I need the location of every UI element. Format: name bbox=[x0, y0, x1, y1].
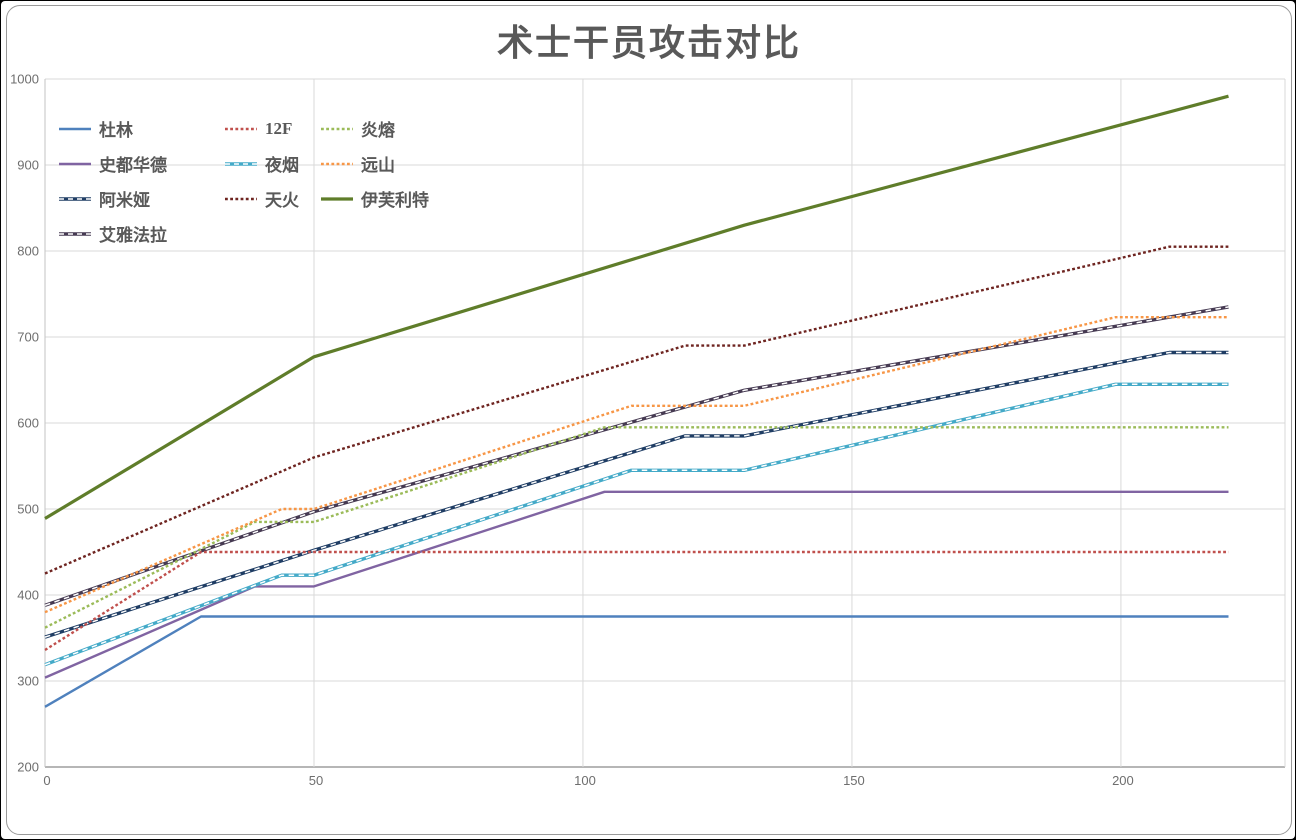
legend-line-sample-史都华德 bbox=[59, 162, 91, 165]
x-tick-label-100: 100 bbox=[574, 773, 596, 788]
legend-line-sample-天火 bbox=[225, 197, 257, 200]
legend-item-史都华德[interactable]: 史都华德 bbox=[58, 146, 167, 181]
legend-column-1: 杜林史都华德阿米娅艾雅法拉 bbox=[58, 111, 167, 251]
legend-item-杜林[interactable]: 杜林 bbox=[58, 111, 167, 146]
legend-item-12F[interactable]: 12F bbox=[224, 111, 299, 146]
legend-item-炎熔[interactable]: 炎熔 bbox=[320, 111, 429, 146]
legend-column-2: 12F 夜烟天火 bbox=[224, 111, 299, 216]
x-tick-label-150: 150 bbox=[843, 773, 865, 788]
legend-label: 伊芙利特 bbox=[361, 191, 429, 210]
series-line-overlay-艾雅法拉 bbox=[44, 306, 1229, 607]
legend-line-sample-艾雅法拉 bbox=[59, 231, 91, 236]
legend-item-夜烟[interactable]: 夜烟 bbox=[224, 146, 299, 181]
series-line-12F bbox=[44, 550, 1229, 652]
series-line-炎熔 bbox=[44, 426, 1229, 629]
legend-line-sample-阿米娅 bbox=[59, 196, 91, 201]
legend-line-sample-炎熔 bbox=[321, 127, 353, 130]
legend-label: 炎熔 bbox=[361, 121, 395, 140]
legend-label: 阿米娅 bbox=[99, 191, 150, 210]
y-tick-label-800: 800 bbox=[17, 244, 39, 259]
legend-line-sample-夜烟 bbox=[225, 161, 257, 166]
series-line-阿米娅 bbox=[44, 350, 1229, 639]
legend-item-天火[interactable]: 天火 bbox=[224, 181, 299, 216]
y-tick-label-900: 900 bbox=[17, 158, 39, 173]
legend-label: 杜林 bbox=[99, 121, 133, 140]
legend-label: 夜烟 bbox=[265, 156, 299, 175]
legend-label: 史都华德 bbox=[99, 156, 167, 175]
y-tick-label-200: 200 bbox=[17, 760, 39, 775]
series-line-overlay-阿米娅 bbox=[44, 351, 1229, 638]
legend-column-3: 炎熔 远山 伊芙利特 bbox=[320, 111, 429, 216]
legend-label: 天火 bbox=[265, 191, 299, 210]
series-line-史都华德 bbox=[44, 490, 1229, 679]
legend-line-sample-远山 bbox=[321, 162, 353, 165]
chart-title: 术士干员攻击对比 bbox=[496, 23, 801, 63]
legend-line-sample-杜林 bbox=[59, 127, 91, 130]
series-line-远山 bbox=[44, 316, 1229, 614]
legend-item-远山[interactable]: 远山 bbox=[320, 146, 429, 181]
legend-label: 远山 bbox=[361, 156, 395, 175]
x-tick-label-200: 200 bbox=[1112, 773, 1134, 788]
legend-item-艾雅法拉[interactable]: 艾雅法拉 bbox=[58, 216, 167, 251]
y-tick-label-700: 700 bbox=[17, 330, 39, 345]
plot-area: 200 300 400 500 600 700 800 900 1000 0 50 100 150 200 bbox=[10, 72, 1286, 788]
y-tick-label-300: 300 bbox=[17, 674, 39, 689]
legend-line-sample-12F bbox=[225, 127, 257, 130]
series-line-天火 bbox=[44, 245, 1229, 575]
y-tick-label-600: 600 bbox=[17, 416, 39, 431]
legend-item-阿米娅[interactable]: 阿米娅 bbox=[58, 181, 167, 216]
series-line-伊芙利特 bbox=[44, 94, 1229, 520]
legend-line-sample-伊芙利特 bbox=[321, 196, 353, 201]
series-line-艾雅法拉 bbox=[44, 305, 1229, 607]
legend-item-伊芙利特[interactable]: 伊芙利特 bbox=[320, 181, 429, 216]
x-tick-label-50: 50 bbox=[309, 773, 323, 788]
y-tick-label-500: 500 bbox=[17, 502, 39, 517]
legend-label: 12F bbox=[265, 118, 293, 138]
chart-container: 200 300 400 500 600 700 800 900 1000 0 50 100 150 200… bbox=[6, 5, 1292, 835]
legend-label: 艾雅法拉 bbox=[99, 226, 167, 245]
x-tick-label-0: 0 bbox=[43, 773, 50, 788]
series-line-overlay-夜烟 bbox=[44, 383, 1229, 666]
y-tick-label-1000: 1000 bbox=[10, 72, 39, 87]
y-tick-label-400: 400 bbox=[17, 588, 39, 603]
series-line-杜林 bbox=[44, 615, 1229, 708]
